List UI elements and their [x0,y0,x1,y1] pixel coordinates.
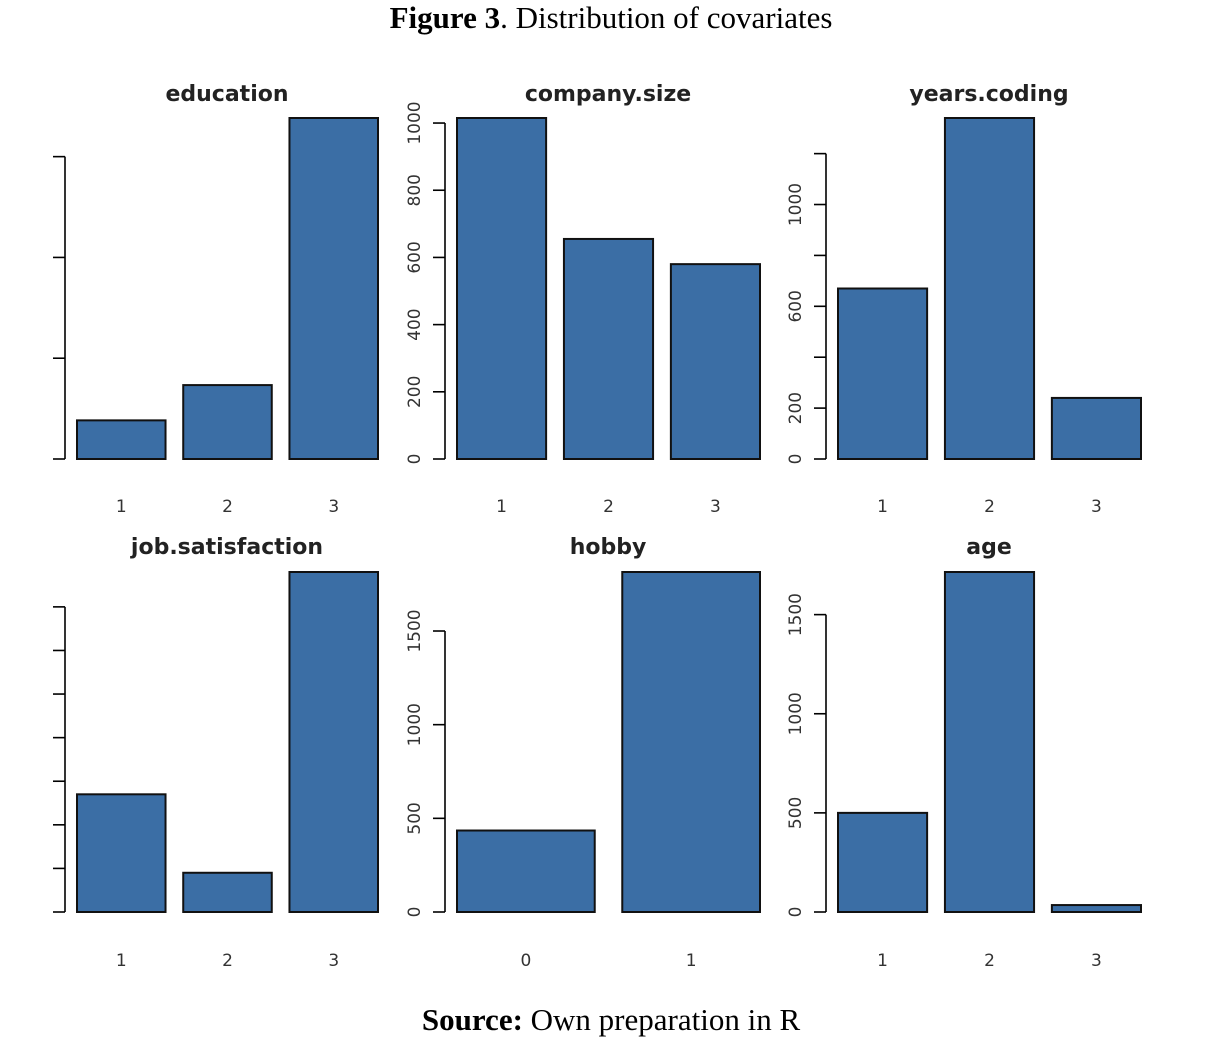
figure-source-label: Source: [421,1002,523,1037]
bar-2 [943,571,1036,913]
x-tick-label: 3 [1091,951,1102,971]
y-tick-label: 600 [405,241,425,273]
bar-1 [456,117,548,460]
chart-title: age [966,535,1012,560]
x-tick-label: 3 [1091,497,1102,517]
y-tick-label: 600 [786,290,806,322]
chart-title: company.size [525,82,691,107]
y-tick-label: 1500 [786,593,806,636]
bar-1 [76,793,167,913]
bar-3 [288,117,379,460]
figure-source-text: Own preparation in R [522,1002,801,1037]
figure-title: Figure 3. Distribution of covariates [0,0,1222,36]
y-tick-label: 1000 [786,692,806,735]
y-tick-label: 1000 [405,101,425,144]
y-tick-label: 500 [405,802,425,834]
bar-1 [837,811,929,913]
bar-1 [76,419,167,460]
y-tick-label: 1500 [405,609,425,652]
y-tick-label: 800 [405,174,425,206]
bar-1 [621,571,761,913]
bar-3 [288,571,379,913]
x-tick-label: 3 [710,497,721,517]
x-tick-label: 0 [520,951,531,971]
y-tick-label: 1000 [786,183,806,226]
y-tick-label: 500 [786,797,806,829]
chart-title: hobby [570,535,647,560]
bar-2 [562,237,655,460]
x-tick-label: 3 [328,497,339,517]
y-tick-label: 400 [405,308,425,340]
chart-title: job.satisfaction [130,535,323,560]
y-tick-label: 1000 [405,703,425,746]
bar-0 [456,829,596,913]
bar-2 [943,117,1036,460]
y-tick-label: 0 [405,907,425,918]
chart-title: years.coding [909,82,1068,107]
y-tick-label: 200 [405,376,425,408]
bar-3 [669,263,761,460]
x-tick-label: 2 [222,951,233,971]
x-tick-label: 2 [984,497,995,517]
x-tick-label: 2 [984,951,995,971]
y-tick-label: 200 [786,392,806,424]
x-tick-label: 2 [603,497,614,517]
x-tick-label: 1 [496,497,507,517]
figure-title-number: Figure 3 [389,0,501,35]
y-tick-label: 0 [405,454,425,465]
figure-source: Source: Own preparation in R [0,1000,1222,1040]
chart-title: education [165,82,288,107]
bar-2 [182,384,273,461]
chart-panel-job-satisfaction: job.satisfaction 1 2 3 [53,535,379,971]
y-tick-label: 0 [786,907,806,918]
x-tick-label: 1 [686,951,697,971]
chart-panel-education: education 1 2 3 [53,82,379,517]
chart-panel-age: age 1 2 3 0 500 1000 1500 [786,535,1142,971]
bar-3 [1050,396,1142,461]
x-tick-label: 1 [116,497,127,517]
bar-1 [837,287,929,460]
y-tick-label: 0 [786,454,806,465]
x-tick-label: 2 [222,497,233,517]
chart-panel-company-size: company.size 1 2 3 0 200 400 600 800 1000 [405,82,761,517]
bar-3 [1050,904,1142,913]
x-tick-label: 1 [116,951,127,971]
x-tick-label: 1 [877,951,888,971]
x-tick-label: 1 [877,497,888,517]
figure-title-text: . Distribution of covariates [500,0,833,35]
chart-panel-years-coding: years.coding 1 2 3 0 200 600 1000 [786,82,1142,517]
chart-panel-hobby: hobby 0 1 0 500 1000 1500 [405,535,761,971]
x-tick-label: 3 [328,951,339,971]
bar-2 [182,871,273,913]
